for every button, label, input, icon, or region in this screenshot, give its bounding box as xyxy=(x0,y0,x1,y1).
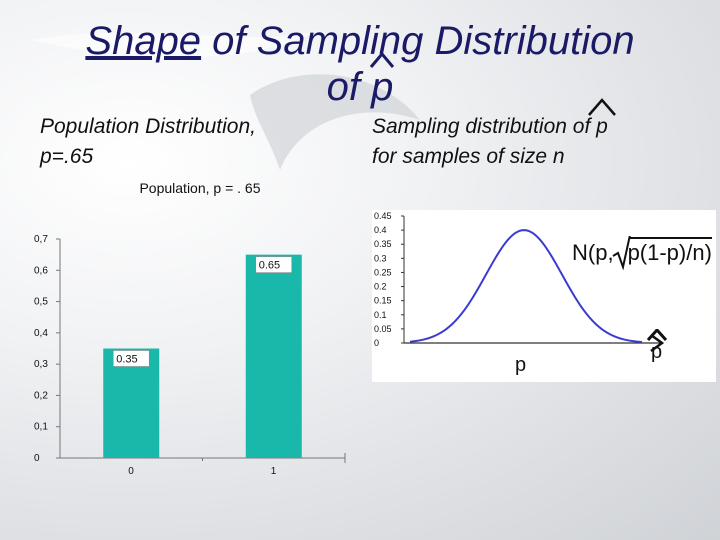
bar-y-tick-label: 0,7 xyxy=(34,234,48,245)
title-of: of xyxy=(326,65,372,109)
curve-y-tick-label: 0.15 xyxy=(374,296,392,306)
curve-y-tick-label: 0.45 xyxy=(374,211,392,221)
sampling-heading-line2: for samples of size n xyxy=(372,145,565,168)
title-underlined-word: Shape xyxy=(85,19,202,63)
bar-data-label: 0.35 xyxy=(116,354,137,366)
bar-y-tick-label: 0 xyxy=(34,453,40,464)
sampling-heading-line1: Sampling distribution of p xyxy=(372,98,616,142)
bar-data-label: 0.65 xyxy=(259,260,280,272)
bar-chart-title: Population, p = . 65 xyxy=(139,180,261,196)
population-heading: Population Distribution, p=.65 xyxy=(40,112,256,172)
title-p-hat: p xyxy=(370,52,395,110)
bar-y-tick-label: 0,5 xyxy=(34,297,48,308)
sampling-heading: Sampling distribution of p for samples o… xyxy=(372,98,616,172)
hat-icon xyxy=(370,52,395,68)
slide-title: Shape of Sampling Distribution of p xyxy=(0,18,720,110)
formula-sqrt: p(1-p)/n) xyxy=(612,236,712,270)
formula-sqrt-text: p(1-p)/n) xyxy=(627,240,712,265)
formula-left: N(p, xyxy=(572,240,614,265)
normal-curve-chart: 0 0.05 0.1 0.15 0.2 0.25 0.3 0.35 0.4 0.45 xyxy=(374,211,665,353)
bar-1 xyxy=(245,254,302,458)
curve-y-tick-label: 0.2 xyxy=(374,282,387,292)
sampling-p-hat: p xyxy=(588,98,616,142)
x-axis-arrow-icon xyxy=(650,333,665,353)
curve-y-tick-label: 0.4 xyxy=(374,225,387,235)
curve-y-tick-label: 0.3 xyxy=(374,253,387,263)
bar-x-tick-label: 0 xyxy=(128,466,134,477)
bar-y-tick-label: 0,1 xyxy=(34,422,48,433)
bar-data-label-box xyxy=(112,350,150,367)
curve-y-tick-label: 0.35 xyxy=(374,239,392,249)
curve-x-end-label: p xyxy=(646,329,667,364)
curve-y-tick-label: 0 xyxy=(374,338,379,348)
curve-x-axis-label: p xyxy=(515,354,527,376)
curve-y-tick-label: 0.05 xyxy=(374,324,392,334)
title-line-2: of p xyxy=(0,52,720,110)
population-heading-line2: p=.65 xyxy=(40,145,94,168)
curve-y-tick-label: 0.25 xyxy=(374,267,392,277)
normal-formula: N(p, p(1-p)/n) xyxy=(572,236,712,270)
bar-y-tick-label: 0,3 xyxy=(34,359,48,370)
population-bar-chart: 0 0,1 0,2 0,3 0,4 0,5 0,6 0,7 0.35 0 0.65 1 xyxy=(34,234,346,477)
population-heading-line1: Population Distribution, xyxy=(40,115,256,138)
title-line-1: Shape of Sampling Distribution xyxy=(0,18,720,64)
bar-y-tick-label: 0,6 xyxy=(34,265,48,276)
bar-data-label-box xyxy=(255,256,293,273)
sampling-distribution-panel: 0 0.05 0.1 0.15 0.2 0.25 0.3 0.35 0.4 0.45 N(p, p(… xyxy=(372,210,716,382)
hat-icon xyxy=(588,98,616,116)
bar-y-tick-label: 0,2 xyxy=(34,390,48,401)
bar-y-tick-label: 0,4 xyxy=(34,328,48,339)
sampling-p: p xyxy=(596,115,608,138)
bar-x-tick-label: 1 xyxy=(271,466,277,477)
title-p: p xyxy=(371,65,394,109)
hat-icon xyxy=(646,329,667,341)
curve-y-tick-label: 0.1 xyxy=(374,310,387,320)
sampling-heading-text: Sampling distribution of xyxy=(372,115,597,138)
sqrt-icon xyxy=(612,236,631,270)
normal-curve-line xyxy=(409,229,643,344)
title-rest: of Sampling Distribution xyxy=(201,19,635,63)
sqrt-bar xyxy=(629,237,712,239)
curve-x-end-p: p xyxy=(651,341,663,363)
